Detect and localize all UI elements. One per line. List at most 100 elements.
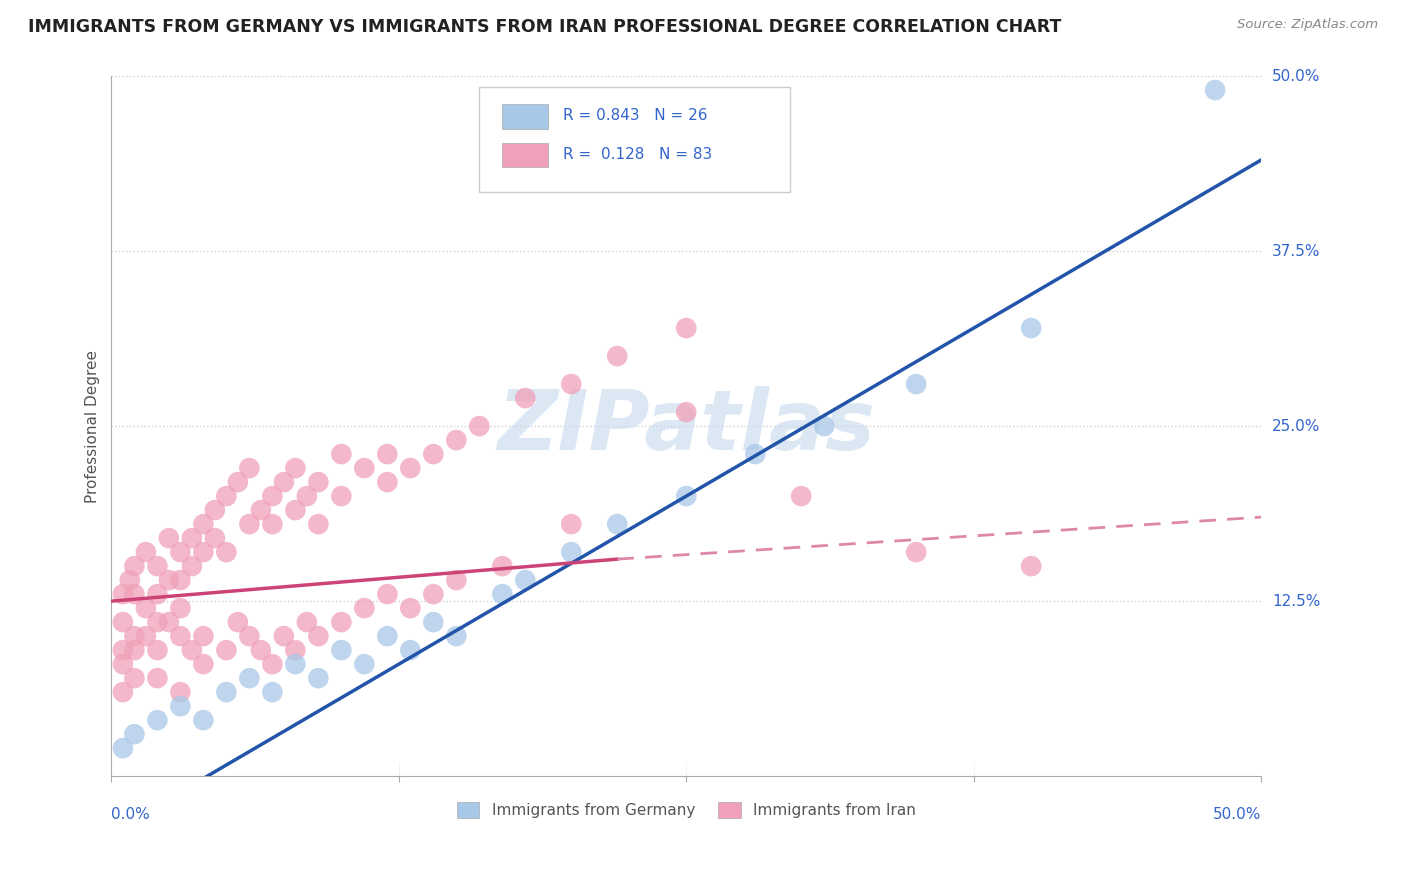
Point [111,741,134,756]
Point [273,629,295,643]
Point [135,601,157,615]
Point [238,461,260,475]
Point [262,517,284,532]
Point [905,545,928,559]
Point [169,573,191,587]
Point [204,503,226,517]
Point [111,685,134,699]
Point [375,475,398,489]
Point [193,545,215,559]
Point [111,657,134,672]
Point [169,685,191,699]
Point [422,587,444,601]
Point [399,643,422,657]
Point [169,601,191,615]
Point [124,671,146,685]
Point [295,615,318,629]
Point [193,713,215,727]
Point [905,377,928,392]
Point [238,671,260,685]
Point [262,489,284,503]
Point [124,587,146,601]
Point [1204,83,1226,97]
Text: ZIPatlas: ZIPatlas [498,385,875,467]
Point [215,685,238,699]
Point [146,671,169,685]
Point [250,643,273,657]
Point [330,489,353,503]
Point [1019,559,1042,574]
Point [193,657,215,672]
Point [307,475,329,489]
Point [146,559,169,574]
Point [353,657,375,672]
Point [157,531,180,545]
Point [250,503,273,517]
Point [307,629,329,643]
Point [124,727,146,741]
Point [135,629,157,643]
Point [157,615,180,629]
Text: 50.0%: 50.0% [1213,806,1261,822]
Text: R =  0.128   N = 83: R = 0.128 N = 83 [564,147,713,162]
Legend: Immigrants from Germany, Immigrants from Iran: Immigrants from Germany, Immigrants from… [450,797,922,824]
Point [790,489,813,503]
Point [284,643,307,657]
Point [204,531,226,545]
Point [744,447,766,461]
Point [215,545,238,559]
Point [330,615,353,629]
Point [215,643,238,657]
Point [675,405,697,419]
Text: 37.5%: 37.5% [1272,244,1320,259]
Y-axis label: Professional Degree: Professional Degree [86,350,100,502]
Point [330,447,353,461]
Point [446,573,468,587]
Point [111,615,134,629]
Point [124,643,146,657]
Point [238,517,260,532]
FancyBboxPatch shape [479,87,790,192]
Point [307,517,329,532]
Point [515,391,537,405]
Point [111,643,134,657]
Point [135,545,157,559]
Point [675,321,697,335]
Point [111,587,134,601]
Point [193,517,215,532]
Text: IMMIGRANTS FROM GERMANY VS IMMIGRANTS FROM IRAN PROFESSIONAL DEGREE CORRELATION : IMMIGRANTS FROM GERMANY VS IMMIGRANTS FR… [28,18,1062,36]
Point [273,475,295,489]
Point [193,629,215,643]
Point [180,531,202,545]
Point [262,657,284,672]
Text: R = 0.843   N = 26: R = 0.843 N = 26 [564,109,707,123]
Text: Source: ZipAtlas.com: Source: ZipAtlas.com [1237,18,1378,31]
Point [606,349,628,363]
Point [262,685,284,699]
Point [180,559,202,574]
Point [375,629,398,643]
Point [157,573,180,587]
Point [118,573,141,587]
Point [284,657,307,672]
Point [146,615,169,629]
Text: 0.0%: 0.0% [111,806,150,822]
Point [169,545,191,559]
FancyBboxPatch shape [502,143,548,167]
Point [146,713,169,727]
Point [124,559,146,574]
Point [353,461,375,475]
Point [468,419,491,434]
Point [446,629,468,643]
Point [422,615,444,629]
Point [375,447,398,461]
Text: 12.5%: 12.5% [1272,594,1320,608]
Point [560,517,582,532]
Point [124,629,146,643]
Point [375,587,398,601]
Point [422,447,444,461]
Point [446,433,468,447]
Point [491,559,513,574]
Point [491,587,513,601]
Point [226,475,249,489]
